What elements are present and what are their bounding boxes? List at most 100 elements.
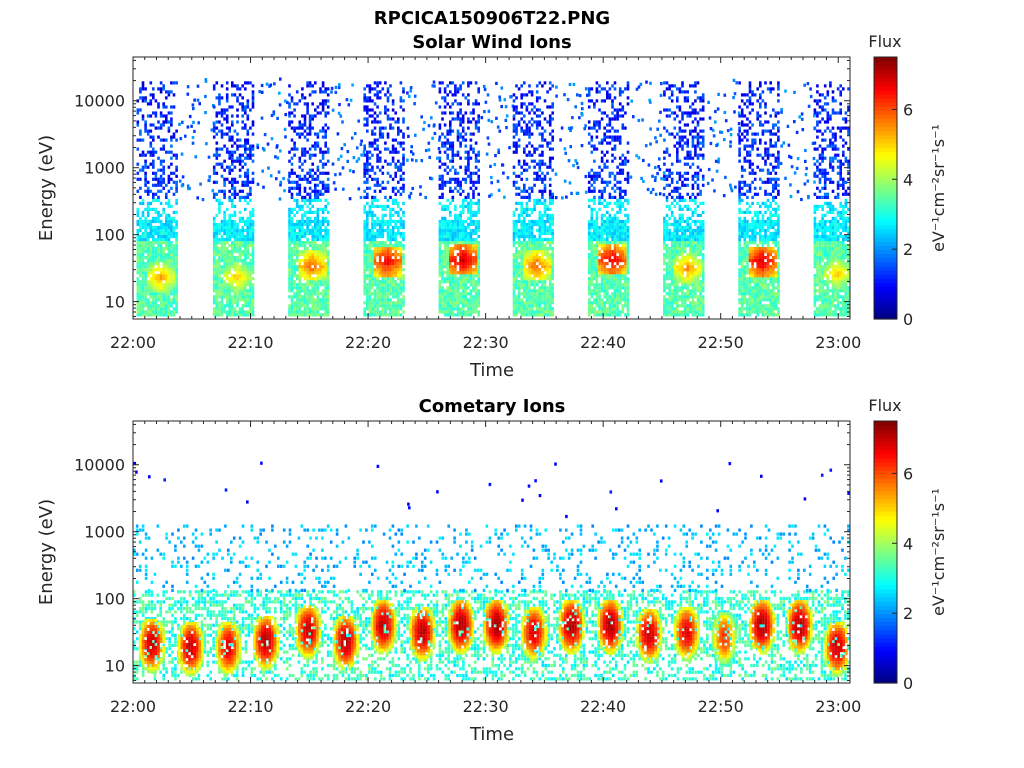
heatmap-cell bbox=[402, 256, 405, 260]
heatmap-cell bbox=[136, 231, 140, 236]
heatmap-cell bbox=[363, 189, 366, 193]
heatmap-cell bbox=[441, 277, 444, 281]
heatmap-cell bbox=[311, 286, 314, 290]
heatmap-cell bbox=[543, 189, 547, 193]
heatmap-cell bbox=[244, 171, 247, 175]
heatmap-cell bbox=[308, 192, 312, 196]
heatmap-cell bbox=[321, 277, 325, 281]
heatmap-cell bbox=[236, 298, 239, 302]
heatmap-cell bbox=[535, 310, 539, 314]
heatmap-cell bbox=[523, 159, 526, 163]
heatmap-cell bbox=[347, 103, 351, 107]
heatmap-cell bbox=[144, 277, 147, 281]
heatmap-cell bbox=[363, 222, 366, 227]
heatmap-cell bbox=[541, 241, 544, 245]
heatmap-cell bbox=[474, 247, 478, 251]
heatmap-cell bbox=[446, 289, 449, 293]
heatmap-cell bbox=[215, 247, 219, 251]
heatmap-cell bbox=[326, 259, 330, 263]
heatmap-cell bbox=[477, 102, 480, 106]
heatmap-cell bbox=[141, 268, 145, 272]
heatmap-cell bbox=[141, 241, 145, 245]
heatmap-cell bbox=[467, 262, 470, 266]
heatmap-cell bbox=[548, 81, 552, 85]
heatmap-cell bbox=[261, 169, 264, 173]
heatmap-cell bbox=[477, 274, 480, 278]
heatmap-cell bbox=[223, 132, 226, 136]
heatmap-cell bbox=[314, 283, 317, 287]
heatmap-cell bbox=[472, 304, 475, 308]
heatmap-cell bbox=[324, 256, 327, 260]
heatmap-cell bbox=[376, 90, 379, 94]
heatmap-cell bbox=[154, 111, 158, 115]
heatmap-cell bbox=[378, 204, 382, 208]
heatmap-cell bbox=[474, 244, 478, 248]
heatmap-cell bbox=[225, 222, 229, 227]
heatmap-cell bbox=[523, 210, 526, 214]
heatmap-cell bbox=[165, 90, 168, 94]
heatmap-cell bbox=[249, 262, 252, 266]
heatmap-cell bbox=[515, 253, 518, 257]
heatmap-cell bbox=[293, 153, 296, 157]
heatmap-cell bbox=[172, 244, 176, 248]
heatmap-cell bbox=[528, 219, 531, 224]
heatmap-cell bbox=[314, 234, 317, 239]
heatmap-cell bbox=[303, 259, 307, 263]
heatmap-cell bbox=[548, 189, 552, 193]
heatmap-cell bbox=[446, 265, 449, 269]
heatmap-cell bbox=[373, 204, 377, 208]
heatmap-cell bbox=[233, 292, 237, 296]
heatmap-cell bbox=[461, 138, 465, 142]
heatmap-cell bbox=[551, 192, 554, 196]
heatmap-cell bbox=[141, 307, 145, 311]
heatmap-cell bbox=[301, 126, 304, 130]
heatmap-cell bbox=[456, 280, 460, 284]
heatmap-cell bbox=[580, 101, 584, 106]
heatmap-cell bbox=[459, 228, 462, 233]
heatmap-cell bbox=[402, 301, 405, 305]
heatmap-cell bbox=[541, 135, 544, 139]
heatmap-cell bbox=[381, 268, 385, 272]
heatmap-cell bbox=[316, 250, 320, 254]
heatmap-cell bbox=[399, 174, 403, 178]
heatmap-cell bbox=[246, 250, 250, 254]
heatmap-cell bbox=[319, 222, 322, 227]
heatmap-cell bbox=[525, 244, 529, 248]
heatmap-cell bbox=[366, 289, 369, 293]
heatmap-cell bbox=[144, 265, 147, 269]
heatmap-cell bbox=[165, 259, 168, 263]
heatmap-cell bbox=[600, 259, 604, 263]
heatmap-cell bbox=[598, 171, 601, 175]
heatmap-cell bbox=[467, 126, 470, 130]
heatmap-cell bbox=[233, 301, 237, 305]
heatmap-cell bbox=[394, 241, 397, 245]
heatmap-cell bbox=[517, 144, 521, 148]
heatmap-cell bbox=[218, 304, 221, 308]
heatmap-cell bbox=[449, 292, 452, 296]
heatmap-cell bbox=[386, 250, 390, 254]
heatmap-cell bbox=[378, 244, 382, 248]
heatmap-cell bbox=[223, 231, 226, 236]
heatmap-cell bbox=[159, 274, 163, 278]
heatmap-cell bbox=[593, 277, 596, 281]
heatmap-cell bbox=[170, 204, 173, 208]
heatmap-cell bbox=[231, 222, 234, 227]
heatmap-cell bbox=[402, 159, 405, 163]
heatmap-cell bbox=[149, 222, 153, 227]
heatmap-cell bbox=[238, 295, 242, 299]
heatmap-cell bbox=[212, 234, 216, 239]
heatmap-cell bbox=[394, 219, 397, 224]
heatmap-cell bbox=[376, 292, 379, 296]
heatmap-cell bbox=[376, 183, 379, 187]
heatmap-cell bbox=[301, 216, 304, 220]
heatmap-cell bbox=[595, 129, 599, 133]
heatmap-cell bbox=[231, 256, 234, 260]
heatmap-cell bbox=[386, 292, 390, 296]
heatmap-cell bbox=[543, 244, 547, 248]
heatmap-cell bbox=[535, 307, 539, 311]
heatmap-cell bbox=[520, 102, 523, 106]
heatmap-cell bbox=[446, 256, 449, 260]
heatmap-cell bbox=[146, 265, 150, 269]
heatmap-cell bbox=[496, 125, 500, 129]
heatmap-cell bbox=[454, 216, 457, 220]
